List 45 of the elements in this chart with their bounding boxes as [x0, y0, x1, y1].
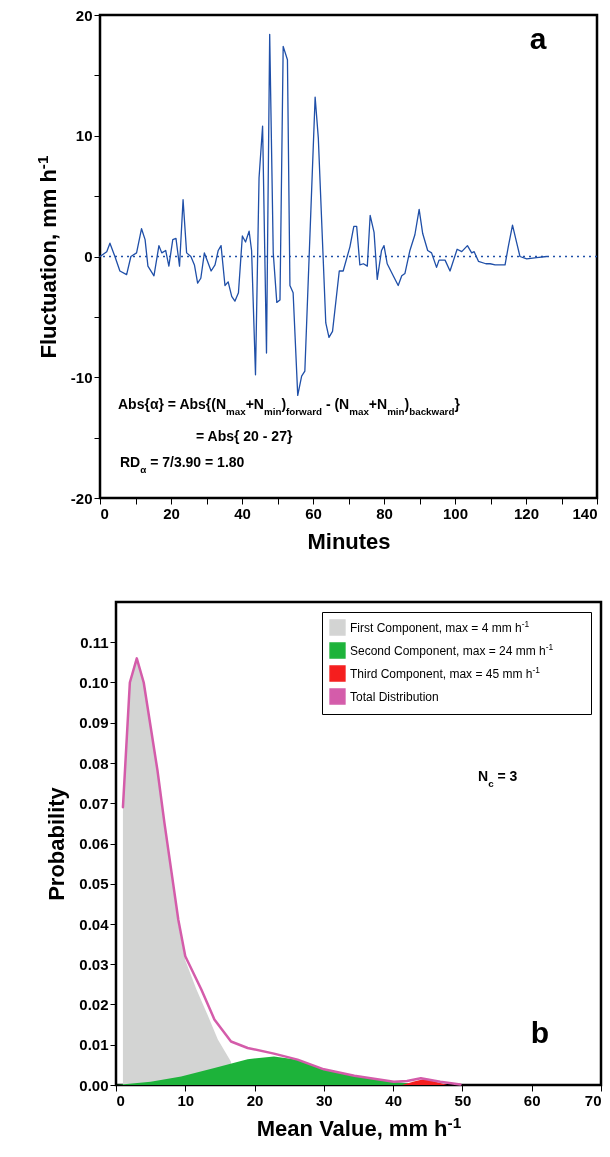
- y-tick-label: -20: [70, 489, 93, 507]
- annotation: RD$_{α}$ = 7/3.90 = 1.80: [120, 454, 245, 475]
- y-tick-label: 0.04: [79, 915, 110, 933]
- x-tick-label: 60: [523, 1091, 541, 1109]
- x-tick-label: 10: [177, 1091, 195, 1109]
- x-tick-label: 140: [572, 504, 598, 522]
- y-tick-label: 0.07: [79, 794, 109, 812]
- x-tick-label: 50: [454, 1091, 472, 1109]
- x-axis-title: Mean Value, mm h$^{-1}$: [256, 1113, 462, 1141]
- y-tick-label: 0.00: [79, 1076, 109, 1094]
- legend-label: Third Component, max = 45 mm h$^{-1}$: [350, 664, 541, 681]
- legend-label: Second Component, max = 24 mm h$^{-1}$: [350, 641, 554, 658]
- y-tick-label: 10: [75, 127, 93, 145]
- y-tick-label: 0.02: [79, 996, 109, 1013]
- legend-label: Total Distribution: [350, 689, 439, 704]
- y-tick-label: -10: [70, 368, 93, 386]
- x-tick-label: 20: [246, 1091, 264, 1109]
- x-axis-title: Minutes: [307, 528, 391, 554]
- x-tick-label: 70: [584, 1091, 602, 1109]
- legend-label: First Component, max = 4 mm h$^{-1}$: [350, 618, 530, 635]
- y-tick-label: 0: [84, 248, 93, 265]
- x-tick-label: 20: [163, 504, 180, 522]
- y-tick-label: 0.10: [79, 674, 109, 691]
- y-tick-label: 0.11: [80, 633, 109, 651]
- x-tick-label: 100: [442, 504, 469, 522]
- y-tick-label: 0.06: [79, 835, 109, 852]
- x-tick-label: 30: [316, 1091, 333, 1109]
- annotation: N$_{c}$ = 3: [478, 768, 518, 789]
- y-axis-title: Probability: [44, 786, 70, 901]
- y-tick-label: 0.09: [79, 714, 109, 732]
- annotation: a: [529, 22, 547, 55]
- y-tick-label: 0.05: [79, 875, 109, 893]
- x-tick-label: 120: [513, 504, 540, 522]
- x-tick-label: 40: [385, 1091, 402, 1109]
- annotation: = Abs{ 20 - 27}: [196, 428, 293, 444]
- annotation: b: [530, 1016, 550, 1049]
- x-tick-label: 0: [116, 1091, 125, 1109]
- x-tick-label: 40: [234, 504, 251, 522]
- y-tick-label: 0.08: [79, 754, 109, 772]
- x-tick-label: 60: [305, 504, 322, 522]
- x-tick-label: 80: [376, 504, 393, 522]
- y-tick-label: 20: [75, 6, 93, 24]
- text: Abs{α} = Abs{(N$_{max}$+N$_{min}$)$_{forward}$ - (N$_{max}$+N$_{min}$)$_{backward}$}: [118, 396, 460, 417]
- y-tick-label: 0.03: [79, 955, 109, 973]
- y-tick-label: 0.01: [79, 1036, 109, 1054]
